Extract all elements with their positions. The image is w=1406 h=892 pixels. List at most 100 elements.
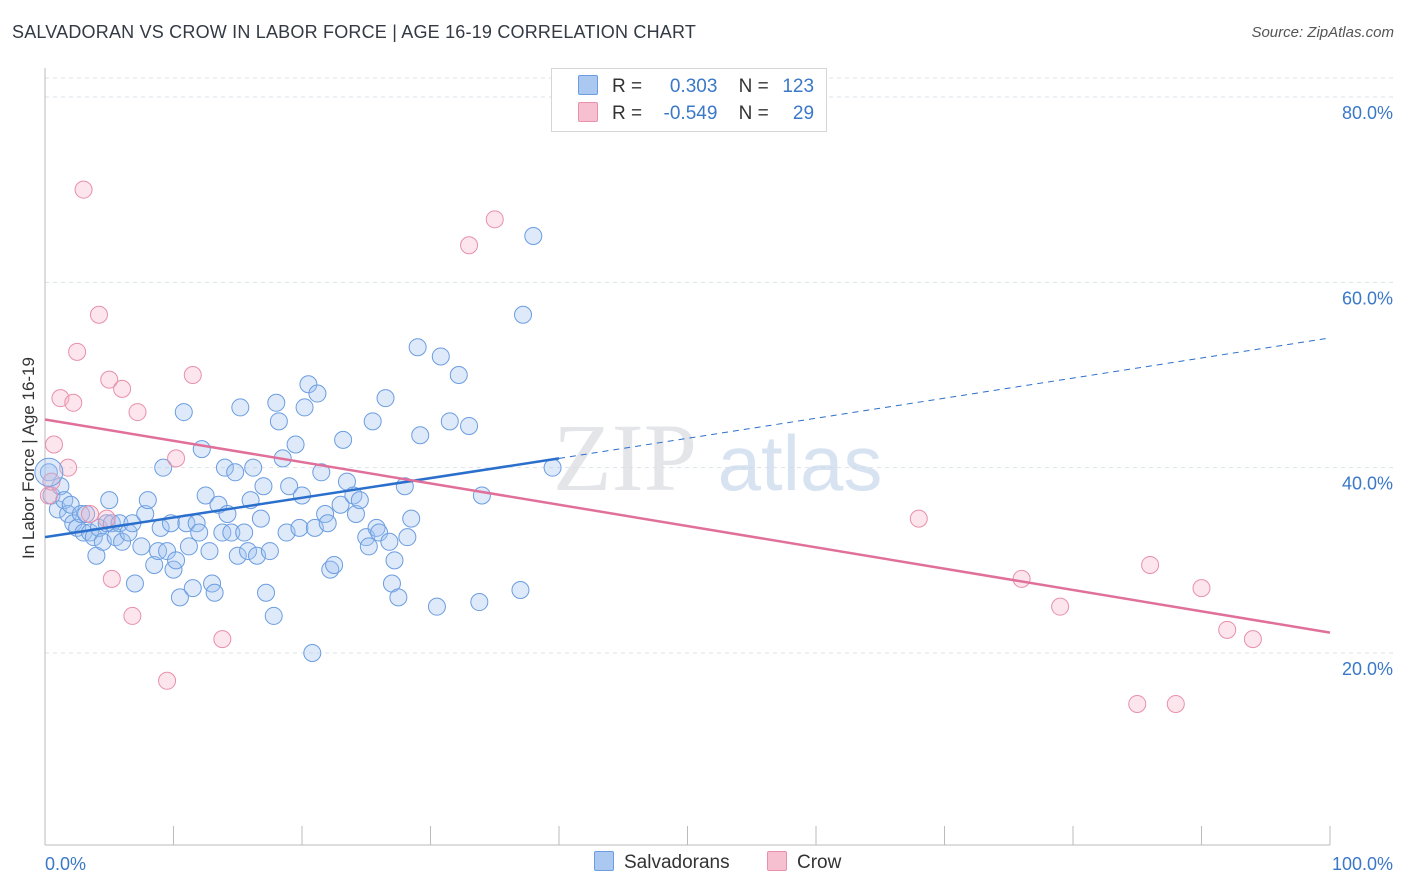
salvadoran-point — [113, 532, 132, 551]
salvadoran-point — [543, 458, 562, 477]
salvadoran-point — [380, 532, 399, 551]
salvadoran-point — [170, 588, 189, 607]
salvadoran-point — [192, 440, 211, 459]
salvadoran-point — [244, 458, 263, 477]
salvadoran-point — [334, 430, 353, 449]
salvadoran-point — [331, 495, 350, 514]
salvadoran-point — [389, 588, 408, 607]
salvadoran-point — [179, 537, 198, 556]
salvadoran-point — [257, 583, 276, 602]
crow-point — [1128, 694, 1147, 713]
salvadoran-point — [125, 574, 144, 593]
salvadoran-point — [460, 416, 479, 435]
crow-point — [128, 403, 147, 422]
tick-labels: 20.0% 40.0% 60.0% 80.0% 0.0% 100.0% — [45, 103, 1393, 874]
salvadoran-point — [363, 412, 382, 431]
chart-title: SALVADORAN VS CROW IN LABOR FORCE | AGE … — [12, 22, 697, 42]
crow-point — [213, 630, 232, 649]
salvadoran-point — [312, 463, 331, 482]
crow-point — [89, 305, 108, 324]
salvadoran-point — [293, 486, 311, 505]
salvadoran-point — [222, 523, 241, 542]
legend-n-value: 29 — [792, 103, 815, 124]
crow-point — [1012, 569, 1031, 588]
crow-point — [1141, 555, 1160, 574]
crow-point — [102, 569, 121, 588]
crow-point — [1166, 694, 1185, 713]
salvadoran-point — [402, 509, 421, 528]
salvadoran-point — [239, 542, 258, 561]
salvadoran-point — [524, 227, 543, 245]
watermark: ZIP atlas — [553, 404, 882, 511]
salvadoran-point — [254, 477, 273, 496]
legend-swatch-crow — [767, 851, 787, 871]
salvadoran-point — [299, 375, 318, 394]
salvadoran-point — [376, 389, 395, 408]
salvadoran-point — [235, 523, 254, 542]
salvadoran-point — [226, 463, 245, 482]
legend-r-value: 0.303 — [669, 76, 718, 97]
salvadoran-point — [408, 338, 427, 357]
gridlines — [45, 77, 1395, 654]
crow-point — [100, 370, 119, 389]
crow-point — [74, 180, 93, 199]
salvadoran-trend-line — [44, 457, 560, 539]
salvadoran-point — [308, 384, 327, 403]
crow-point — [1243, 630, 1262, 649]
x-tick-label-end: 100.0% — [1332, 854, 1393, 874]
crow-point — [80, 505, 99, 523]
salvadoran-point — [427, 597, 446, 616]
salvadoran-point — [264, 606, 283, 625]
trend-lines — [44, 337, 1331, 634]
legend-item-salvadorans: Salvadorans — [594, 851, 730, 874]
salvadoran-point — [449, 366, 468, 384]
crow-point — [59, 458, 78, 477]
crow-point — [44, 435, 63, 454]
salvadoran-point — [280, 477, 299, 496]
legend-n-value: 123 — [782, 76, 815, 97]
correlation-legend: R = 0.303 N = 123 R = -0.549 N = 29 — [551, 68, 827, 132]
salvadoran-point — [286, 435, 305, 454]
salvadoran-point — [511, 580, 530, 599]
salvadoran-point — [61, 495, 80, 514]
salvadoran-point — [196, 486, 215, 505]
legend-row-crow: R = -0.549 N = 29 — [578, 102, 814, 126]
crow-point — [68, 342, 87, 361]
salvadoran-point — [174, 403, 193, 422]
y-tick-label: 40.0% — [1342, 474, 1393, 494]
salvadoran-point — [411, 426, 430, 445]
legend-label-salvadorans: Salvadorans — [624, 852, 730, 873]
legend-r-label: R = — [612, 76, 643, 97]
legend-n-label: N = — [738, 76, 769, 97]
salvadoran-point — [325, 555, 344, 574]
salvadoran-point — [359, 537, 378, 556]
legend-item-crow: Crow — [767, 851, 841, 874]
legend-r-value: -0.549 — [663, 103, 718, 124]
salvadoran-point — [295, 398, 314, 417]
legend-r-label: R = — [612, 103, 643, 124]
salvadoran-point — [350, 491, 369, 510]
y-tick-label: 20.0% — [1342, 659, 1393, 679]
salvadoran-point — [158, 542, 177, 561]
crow-point — [113, 379, 132, 398]
salvadoran-point — [370, 523, 389, 542]
legend-row-salvadorans: R = 0.303 N = 123 — [578, 75, 814, 99]
crow-point — [167, 449, 186, 468]
crow-point — [1218, 620, 1237, 639]
salvadoran-point — [303, 644, 322, 662]
salvadoran-point — [346, 505, 365, 523]
crow-point — [64, 393, 83, 412]
y-axis-label: In Labor Force | Age 16-19 — [19, 357, 38, 559]
salvadoran-point — [267, 393, 286, 412]
y-tick-label: 80.0% — [1342, 103, 1393, 123]
salvadoran-point — [77, 505, 96, 523]
crow-trend-line — [44, 418, 1331, 634]
salvadoran-point — [398, 528, 417, 547]
salvadoran-point — [470, 593, 489, 612]
watermark-zip: ZIP — [553, 404, 697, 511]
crow-point — [123, 606, 142, 625]
legend-swatch-crow — [578, 102, 598, 122]
salvadoran-point — [251, 509, 270, 528]
salvadoran-point — [132, 537, 151, 556]
